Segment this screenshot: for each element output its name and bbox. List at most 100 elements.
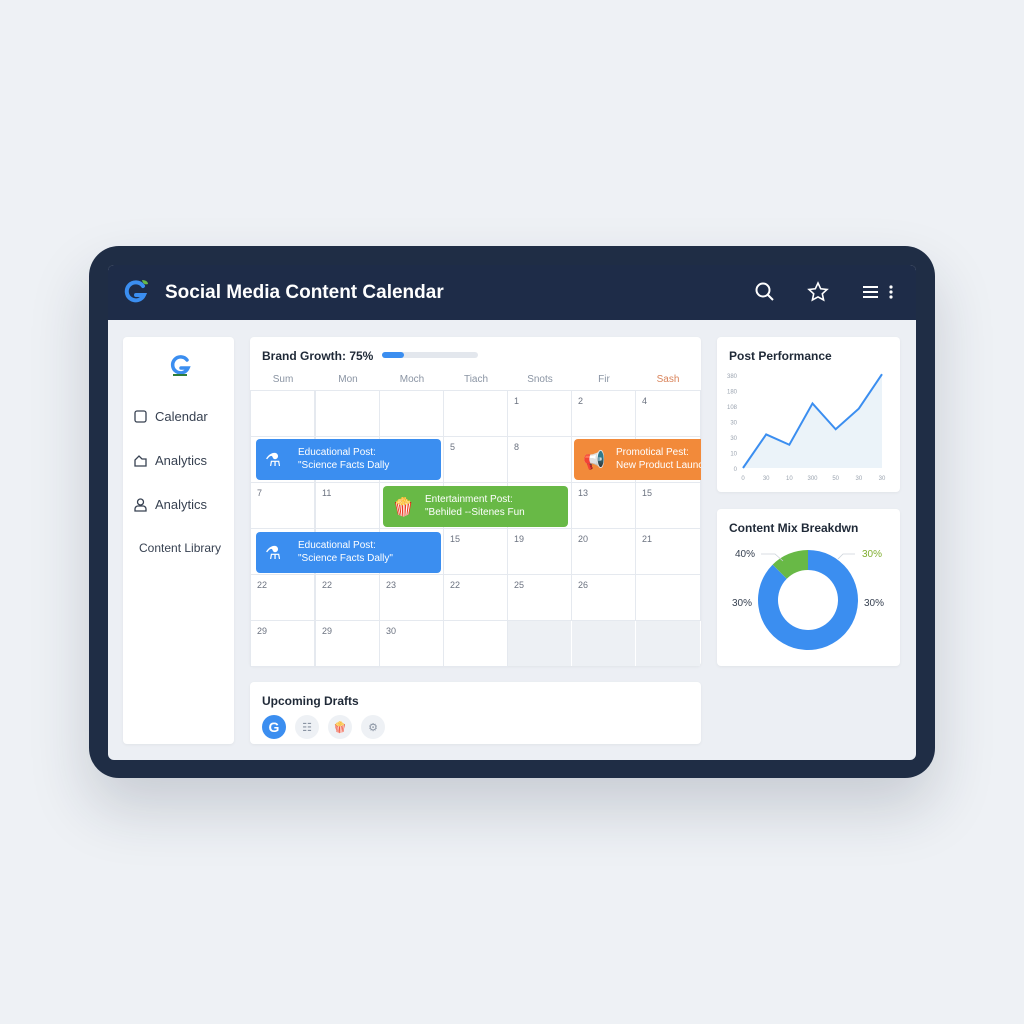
leader-line [761, 553, 784, 562]
donut-slice [772, 550, 808, 579]
calendar-day-cell[interactable] [508, 621, 571, 666]
calendar-day-cell[interactable]: 5 [443, 436, 508, 483]
search-icon[interactable] [754, 281, 776, 303]
leader-line [837, 553, 855, 560]
calendar-day-cell[interactable] [636, 621, 700, 666]
calendar-day-cell[interactable]: 22 [250, 574, 315, 621]
y-tick-label: 180 [727, 390, 738, 396]
x-tick-label: 50 [832, 476, 839, 482]
calendar-day-cell[interactable] [250, 390, 315, 437]
donut-label: 30% [732, 598, 752, 609]
calendar-day-cell[interactable] [572, 621, 635, 666]
calendar-event-promotional[interactable]: 📢 Promotical Pest: New Product Launch [574, 439, 701, 480]
calendar-day-cell[interactable] [443, 390, 508, 437]
content-mix-card: Content Mix Breakdwn 40% 30% 30% 30% [717, 509, 900, 666]
menu-icon[interactable] [860, 281, 882, 303]
weekday-header: Tiach [463, 374, 489, 385]
popcorn-icon[interactable]: 🍿 [328, 715, 352, 739]
calendar-event-educational[interactable]: ⚗ Educational Post: "Science Facts Dally [256, 439, 441, 480]
brand-growth-progress [382, 352, 478, 358]
calendar-day-cell[interactable] [315, 390, 380, 437]
more-vertical-icon[interactable] [886, 281, 896, 303]
post-performance-card: Post Performance 0 10 30 30 108 180 380 0 30 10 30… [717, 337, 900, 492]
popcorn-icon: 🍿 [392, 497, 415, 517]
donut-label: 30% [864, 598, 884, 609]
calendar-day-cell[interactable]: 22 [315, 574, 380, 621]
x-tick-label: 300 [807, 476, 818, 482]
x-tick-label: 30 [763, 476, 770, 482]
calendar-event-entertainment[interactable]: 🍿 Entertainment Post: "Behiled --Sitenes F… [383, 486, 568, 527]
calendar-day-cell[interactable]: 2 [571, 390, 636, 437]
megaphone-icon: 📢 [583, 450, 606, 470]
weekday-header: Mon [338, 374, 358, 385]
calendar-day-cell[interactable] [635, 574, 701, 621]
calendar-day-cell[interactable]: 26 [571, 574, 636, 621]
app-header: Social Media Content Calendar [108, 265, 916, 320]
tag-icon[interactable]: ☷ [295, 715, 319, 739]
y-tick-label: 10 [730, 452, 737, 458]
sidebar-item-analytics[interactable]: Analytics [133, 453, 207, 468]
calendar-day-cell[interactable]: 4 [635, 390, 701, 437]
calendar-day-cell[interactable]: 25 [507, 574, 572, 621]
donut-label: 40% [735, 549, 755, 560]
calendar-event-educational[interactable]: ⚗ Educational Post: "Science Facts Dally" [256, 532, 441, 573]
calendar-day-cell[interactable]: 13 [571, 482, 636, 529]
x-tick-label: 30 [879, 476, 886, 482]
sidebar-item-analytics-2[interactable]: Analytics [133, 497, 207, 512]
brand-logo-icon [170, 355, 191, 376]
gear-icon[interactable]: ⚙ [361, 715, 385, 739]
calendar-day-cell[interactable]: 7 [250, 482, 315, 529]
weekday-header: Sash [656, 374, 680, 385]
calendar-day-cell[interactable]: 23 [379, 574, 444, 621]
weekday-header: Snots [527, 374, 553, 385]
calendar-day-cell[interactable]: 20 [571, 528, 636, 575]
y-tick-label: 380 [727, 374, 738, 380]
post-performance-title: Post Performance [729, 349, 832, 363]
calendar-day-cell[interactable]: 22 [443, 574, 508, 621]
upcoming-drafts-title: Upcoming Drafts [262, 694, 359, 708]
weekday-header: Fir [598, 374, 610, 385]
performance-line [742, 373, 883, 469]
y-tick-label: 0 [734, 467, 738, 473]
calendar-day-cell[interactable]: 8 [507, 436, 572, 483]
app-title: Social Media Content Calendar [165, 282, 444, 303]
calendar-day-cell[interactable]: 1 [507, 390, 572, 437]
x-tick-label: 10 [786, 476, 793, 482]
y-tick-label: 30 [730, 436, 737, 442]
calendar-card: Brand Growth: 75% Sum Mon Moch Tiach Snots Fi… [250, 337, 701, 667]
x-tick-label: 0 [741, 476, 745, 482]
calendar-day-cell[interactable]: 29 [250, 620, 315, 667]
star-icon[interactable] [807, 281, 829, 303]
content-mix-title: Content Mix Breakdwn [729, 521, 859, 535]
calendar-day-cell[interactable] [379, 390, 444, 437]
x-tick-label: 30 [855, 476, 862, 482]
calendar-day-cell[interactable]: 15 [443, 528, 508, 575]
calendar-day-cell[interactable]: 30 [379, 620, 444, 667]
calendar-day-cell[interactable]: 29 [315, 620, 380, 667]
calendar-day-cell[interactable]: 19 [507, 528, 572, 575]
bag-icon [134, 455, 147, 467]
performance-area [743, 374, 882, 468]
calendar-day-cell[interactable]: 15 [635, 482, 701, 529]
calendar-day-cell[interactable] [443, 620, 508, 667]
sidebar-item-calendar[interactable]: Calendar [133, 409, 208, 424]
weekday-header: Moch [399, 374, 425, 385]
brand-growth-label: Brand Growth: 75% [262, 349, 374, 363]
sidebar: Calendar Analytics Analytics Content Lib… [123, 337, 234, 744]
calendar-icon [134, 410, 147, 423]
flask-icon: ⚗ [265, 543, 282, 563]
app-logo-icon [124, 280, 148, 303]
y-tick-label: 30 [730, 421, 737, 427]
calendar-day-cell[interactable]: 11 [315, 482, 380, 529]
upcoming-drafts-card: Upcoming Drafts G ☷ 🍿 ⚙ [250, 682, 701, 744]
post-performance-chart: 0 10 30 30 108 180 380 0 30 10 300 50 30 30 [727, 373, 886, 482]
app-window: Social Media Content Calendar Calendar A… [108, 265, 916, 760]
content-mix-chart: 40% 30% 30% 30% [732, 549, 884, 650]
weekday-header: Sum [272, 374, 294, 385]
donut-label: 30% [862, 549, 882, 560]
calendar-day-cell[interactable]: 21 [635, 528, 701, 575]
brand-g-icon[interactable]: G [262, 715, 286, 739]
y-tick-label: 108 [727, 405, 738, 411]
flask-icon: ⚗ [265, 450, 282, 470]
sidebar-item-content-library[interactable]: Content Library [139, 541, 222, 555]
